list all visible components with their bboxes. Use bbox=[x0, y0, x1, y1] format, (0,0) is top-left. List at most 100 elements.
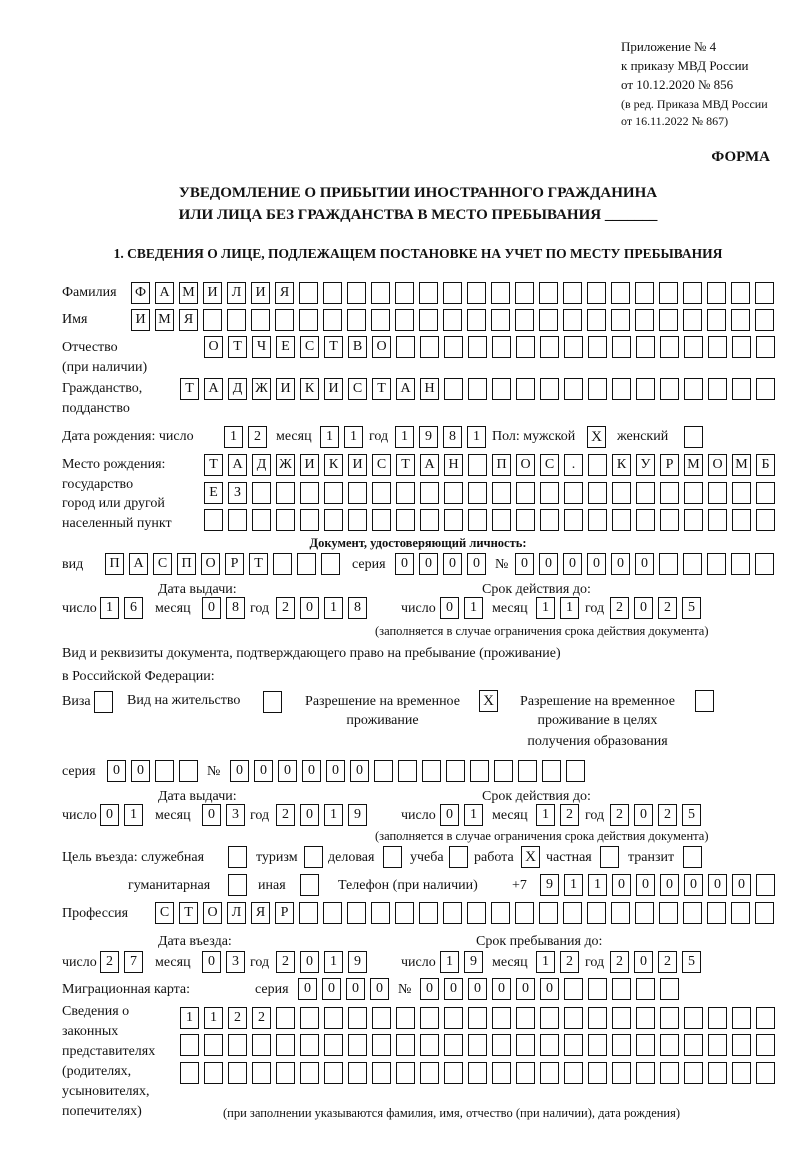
char-box[interactable]: О bbox=[708, 454, 727, 476]
char-box[interactable] bbox=[492, 482, 511, 504]
char-box[interactable]: 0 bbox=[300, 804, 319, 826]
char-box[interactable] bbox=[347, 282, 366, 304]
birth-place-line3[interactable] bbox=[204, 509, 780, 531]
char-box[interactable] bbox=[396, 336, 415, 358]
char-box[interactable] bbox=[612, 482, 631, 504]
char-box[interactable] bbox=[588, 1034, 607, 1056]
char-box[interactable] bbox=[612, 1062, 631, 1084]
char-box[interactable] bbox=[564, 482, 583, 504]
char-box[interactable] bbox=[566, 760, 585, 782]
char-box[interactable] bbox=[468, 378, 487, 400]
char-box[interactable] bbox=[612, 336, 631, 358]
char-box[interactable]: 2 bbox=[560, 804, 579, 826]
char-box[interactable]: Ж bbox=[276, 454, 295, 476]
char-box[interactable] bbox=[636, 378, 655, 400]
char-box[interactable] bbox=[731, 282, 750, 304]
char-box[interactable]: 2 bbox=[560, 951, 579, 973]
char-box[interactable]: Т bbox=[372, 378, 391, 400]
char-box[interactable] bbox=[348, 1062, 367, 1084]
char-box[interactable] bbox=[636, 482, 655, 504]
char-box[interactable] bbox=[732, 1062, 751, 1084]
char-box[interactable]: Т bbox=[179, 902, 198, 924]
char-box[interactable] bbox=[420, 336, 439, 358]
purpose-study-checkbox[interactable] bbox=[449, 846, 468, 868]
char-box[interactable]: П bbox=[492, 454, 511, 476]
char-box[interactable] bbox=[539, 309, 558, 331]
purpose-humanitarian-checkbox[interactable] bbox=[228, 874, 247, 896]
char-box[interactable] bbox=[564, 1034, 583, 1056]
char-box[interactable] bbox=[732, 509, 751, 531]
char-box[interactable]: С bbox=[348, 378, 367, 400]
char-box[interactable]: И bbox=[203, 282, 222, 304]
char-box[interactable]: 1 bbox=[467, 426, 486, 448]
char-box[interactable]: 2 bbox=[658, 597, 677, 619]
char-box[interactable] bbox=[516, 1034, 535, 1056]
char-box[interactable] bbox=[300, 1034, 319, 1056]
char-box[interactable] bbox=[756, 482, 775, 504]
char-box[interactable]: 8 bbox=[348, 597, 367, 619]
char-box[interactable] bbox=[155, 760, 174, 782]
char-box[interactable] bbox=[756, 336, 775, 358]
char-box[interactable]: А bbox=[155, 282, 174, 304]
char-box[interactable] bbox=[707, 282, 726, 304]
char-box[interactable] bbox=[612, 378, 631, 400]
char-box[interactable]: Т bbox=[249, 553, 268, 575]
char-box[interactable] bbox=[755, 309, 774, 331]
char-box[interactable]: 0 bbox=[635, 553, 654, 575]
char-box[interactable]: 0 bbox=[515, 553, 534, 575]
char-box[interactable] bbox=[204, 1034, 223, 1056]
char-box[interactable] bbox=[707, 553, 726, 575]
char-box[interactable]: 0 bbox=[468, 978, 487, 1000]
char-box[interactable]: 0 bbox=[370, 978, 389, 1000]
char-box[interactable] bbox=[708, 1007, 727, 1029]
char-box[interactable]: 2 bbox=[252, 1007, 271, 1029]
char-box[interactable] bbox=[470, 760, 489, 782]
char-box[interactable]: С bbox=[153, 553, 172, 575]
char-box[interactable] bbox=[467, 902, 486, 924]
char-box[interactable]: 0 bbox=[440, 597, 459, 619]
char-box[interactable] bbox=[468, 509, 487, 531]
char-box[interactable]: О bbox=[201, 553, 220, 575]
temp-residence-edu-checkbox[interactable] bbox=[695, 690, 714, 712]
char-box[interactable] bbox=[492, 336, 511, 358]
char-box[interactable]: 0 bbox=[467, 553, 486, 575]
char-box[interactable]: Ф bbox=[131, 282, 150, 304]
char-box[interactable]: Т bbox=[204, 454, 223, 476]
char-box[interactable] bbox=[684, 482, 703, 504]
char-box[interactable]: И bbox=[348, 454, 367, 476]
char-box[interactable] bbox=[564, 336, 583, 358]
char-box[interactable] bbox=[420, 482, 439, 504]
char-box[interactable]: У bbox=[636, 454, 655, 476]
char-box[interactable]: К bbox=[324, 454, 343, 476]
char-box[interactable]: О bbox=[372, 336, 391, 358]
char-box[interactable] bbox=[446, 760, 465, 782]
char-box[interactable] bbox=[732, 336, 751, 358]
char-box[interactable]: 0 bbox=[634, 951, 653, 973]
purpose-private-checkbox[interactable] bbox=[600, 846, 619, 868]
char-box[interactable]: А bbox=[228, 454, 247, 476]
char-box[interactable] bbox=[396, 1034, 415, 1056]
char-box[interactable] bbox=[491, 902, 510, 924]
char-box[interactable] bbox=[299, 902, 318, 924]
sex-male-checkbox[interactable]: X bbox=[587, 426, 606, 448]
char-box[interactable] bbox=[372, 509, 391, 531]
char-box[interactable]: 0 bbox=[420, 978, 439, 1000]
char-box[interactable] bbox=[204, 509, 223, 531]
char-box[interactable] bbox=[398, 760, 417, 782]
char-box[interactable] bbox=[323, 282, 342, 304]
char-box[interactable] bbox=[540, 336, 559, 358]
char-box[interactable]: 1 bbox=[536, 597, 555, 619]
char-box[interactable] bbox=[635, 902, 654, 924]
char-box[interactable] bbox=[660, 482, 679, 504]
char-box[interactable]: 0 bbox=[708, 874, 727, 896]
char-box[interactable]: Я bbox=[179, 309, 198, 331]
